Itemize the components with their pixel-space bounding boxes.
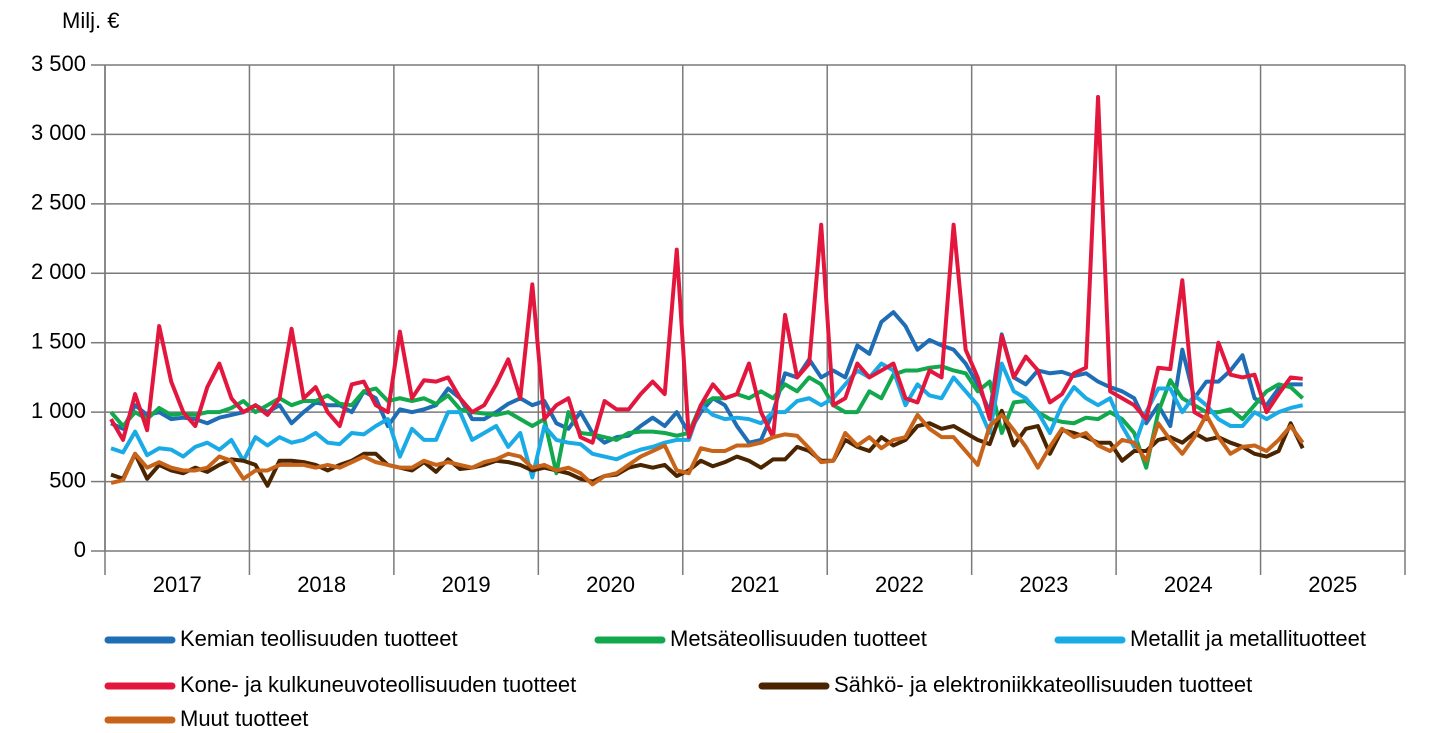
series-line [110,408,1305,488]
x-tick-label: 2025 [1308,572,1357,597]
legend-label: Metsäteollisuuden tuotteet [670,626,927,651]
x-tick-label: 2024 [1164,572,1213,597]
legend-label: Metallit ja metallituotteet [1130,626,1366,651]
x-tick-label: 2019 [442,572,491,597]
legend-label: Sähkö- ja elektroniikkateollisuuden tuot… [834,672,1252,697]
series-line [109,94,1303,445]
series-line [109,364,1305,476]
x-tick-label: 2023 [1019,572,1068,597]
series-line [110,412,1305,487]
legend-label: Kemian teollisuuden tuotteet [180,626,458,651]
y-axis-label: Milj. € [62,8,119,33]
y-tick-label: 3 500 [31,51,86,76]
legend-label: Kone- ja kulkuneuvoteollisuuden tuotteet [180,672,576,697]
series-line [110,361,1304,480]
y-tick-label: 2 000 [31,259,86,284]
y-tick-label: 1 500 [31,329,86,354]
legend-label: Muut tuotteet [180,706,308,731]
y-tick-label: 2 500 [31,190,86,215]
y-tick-label: 1 000 [31,398,86,423]
x-tick-label: 2022 [875,572,924,597]
series-line [110,310,1303,445]
x-tick-label: 2021 [731,572,780,597]
x-tick-label: 2020 [586,572,635,597]
y-tick-label: 3 000 [31,120,86,145]
x-tick-label: 2017 [153,572,202,597]
y-tick-label: 0 [74,537,86,562]
y-tick-label: 500 [49,467,86,492]
x-tick-label: 2018 [297,572,346,597]
